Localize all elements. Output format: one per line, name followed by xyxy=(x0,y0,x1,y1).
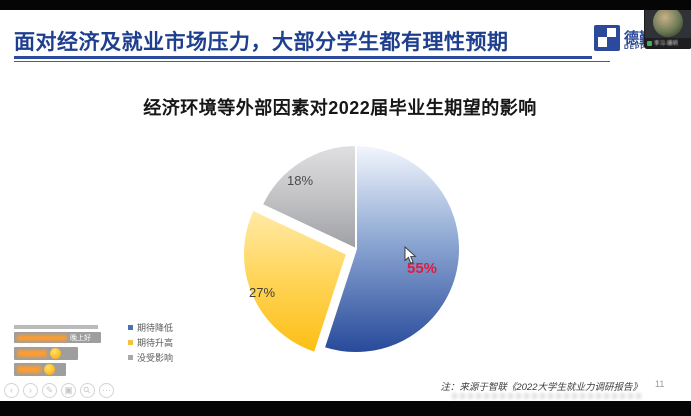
next-slide-button[interactable]: › xyxy=(23,383,38,398)
pie-slice xyxy=(322,144,461,354)
ellipsis-icon: ⋯ xyxy=(102,385,111,395)
smiley-emoji-icon xyxy=(50,348,61,359)
pie-slice xyxy=(242,208,348,354)
more-button[interactable]: ⋯ xyxy=(99,383,114,398)
avatar xyxy=(653,7,683,37)
blurred-chat-text xyxy=(17,350,47,357)
chevron-left-icon: ‹ xyxy=(10,385,13,395)
chat-message-bubble xyxy=(14,347,78,360)
slide-title: 面对经济及就业市场压力，大部分学生都有理性预期 xyxy=(14,31,509,54)
chat-message-bubble xyxy=(14,325,98,329)
annotate-button[interactable]: ✎ xyxy=(42,383,57,398)
camera-button[interactable]: ▣ xyxy=(61,383,76,398)
legend-label: 期待升高 xyxy=(137,338,174,348)
pen-icon: ✎ xyxy=(45,385,54,395)
chevron-right-icon: › xyxy=(29,385,32,395)
pie-data-label: 27% xyxy=(249,285,276,300)
page-number: 11 xyxy=(655,379,665,389)
pie-data-label: 18% xyxy=(287,173,314,188)
chat-greeting-text: 晚上好 xyxy=(70,334,91,342)
legend-label: 没受影响 xyxy=(137,353,174,363)
mouse-cursor xyxy=(404,246,417,264)
top-letterbox-bar xyxy=(0,0,691,10)
deloitte-logo-icon xyxy=(594,25,620,51)
prev-slide-button[interactable]: ‹ xyxy=(4,383,19,398)
blurred-chat-text xyxy=(17,366,41,373)
legend-marker-icon xyxy=(128,355,133,360)
legend-item: 没受影响 xyxy=(128,350,173,365)
chat-message-bubble: 晚上好 xyxy=(14,332,101,343)
microphone-icon xyxy=(647,40,652,46)
zoom-button[interactable]: ⚲ xyxy=(80,383,95,398)
blurred-chat-text xyxy=(17,334,67,341)
legend-item: 期待升高 xyxy=(128,335,173,350)
pie-data-label: 55% xyxy=(407,260,438,277)
legend-marker-icon xyxy=(128,340,133,345)
bottom-letterbox-bar xyxy=(0,401,691,416)
pie-slice xyxy=(260,144,357,250)
chart-title: 经济环境等外部因素对2022届毕业生期望的影响 xyxy=(143,98,537,118)
legend-marker-icon xyxy=(128,325,133,330)
source-footnote: 注：来源于智联《2022大学生就业力调研报告》 xyxy=(440,382,642,393)
chat-message-bubble xyxy=(14,363,66,376)
smiley-emoji-icon xyxy=(44,364,55,375)
title-underline-thin xyxy=(14,61,610,62)
watermark xyxy=(452,393,644,399)
legend-label: 期待降低 xyxy=(137,323,174,333)
chart-legend: 期待降低 期待升高 没受影响 xyxy=(128,320,173,365)
participant-name: 李习-珊玥 xyxy=(654,41,678,47)
participant-video-thumbnail[interactable]: 李习-珊玥 xyxy=(645,3,691,48)
legend-item: 期待降低 xyxy=(128,320,173,335)
camera-icon: ▣ xyxy=(64,385,73,395)
participant-name-bar: 李习-珊玥 xyxy=(645,38,691,48)
viewer-controls: ‹ › ✎ ▣ ⚲ ⋯ xyxy=(4,383,114,398)
logo-subtext: DEPP xyxy=(624,44,646,51)
title-underline xyxy=(14,56,592,59)
magnifier-icon: ⚲ xyxy=(81,384,94,397)
